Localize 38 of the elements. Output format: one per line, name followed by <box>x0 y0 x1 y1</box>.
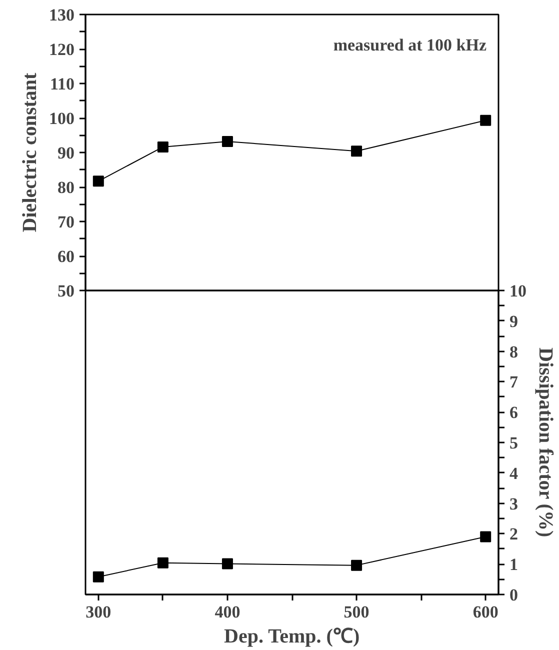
y-tick-label: 80 <box>58 178 74 197</box>
y2-tick-label: 0 <box>510 586 518 604</box>
point <box>222 558 233 570</box>
y-tick-label: 110 <box>50 74 74 94</box>
y2-tick-label: 6 <box>510 403 518 422</box>
y2-tick-label: 2 <box>510 524 518 544</box>
point <box>92 176 104 187</box>
y2-tick-label: 3 <box>510 494 518 514</box>
y2-axis-title: Dissipation factor (%) <box>534 348 556 538</box>
y-tick-label: 100 <box>49 109 74 128</box>
y-tick-label: 60 <box>58 247 74 266</box>
y2-tick-label: 4 <box>510 464 518 483</box>
x-tick-label: 400 <box>214 602 240 622</box>
point <box>480 531 492 542</box>
point <box>351 560 362 571</box>
point <box>157 141 168 152</box>
y2-tick-label: 10 <box>510 282 526 300</box>
y-tick-label: 90 <box>58 144 74 162</box>
y2-tick-label: 1 <box>510 555 518 574</box>
y-tick-label: 50 <box>58 282 74 300</box>
y2-tick-label: 9 <box>510 312 518 331</box>
point <box>222 136 233 147</box>
x-tick-label: 500 <box>344 602 370 622</box>
y2-tick-label: 5 <box>510 434 518 452</box>
x-tick-label: 600 <box>472 602 498 622</box>
annotation: measured at 100 kHz <box>333 36 487 54</box>
y2-tick-label: 8 <box>510 342 518 362</box>
y-tick-label: 70 <box>58 212 74 232</box>
y-tick-label: 130 <box>49 6 74 24</box>
point <box>92 571 104 582</box>
x-axis-title: Dep. Temp. (℃) <box>224 626 360 648</box>
y-tick-label: 120 <box>49 40 74 59</box>
point <box>351 146 362 157</box>
y2-tick-label: 7 <box>510 372 518 392</box>
x-tick-label: 300 <box>86 602 112 622</box>
point <box>480 114 492 126</box>
point <box>157 557 168 568</box>
y-axis-title: Dielectric constant <box>19 72 41 232</box>
